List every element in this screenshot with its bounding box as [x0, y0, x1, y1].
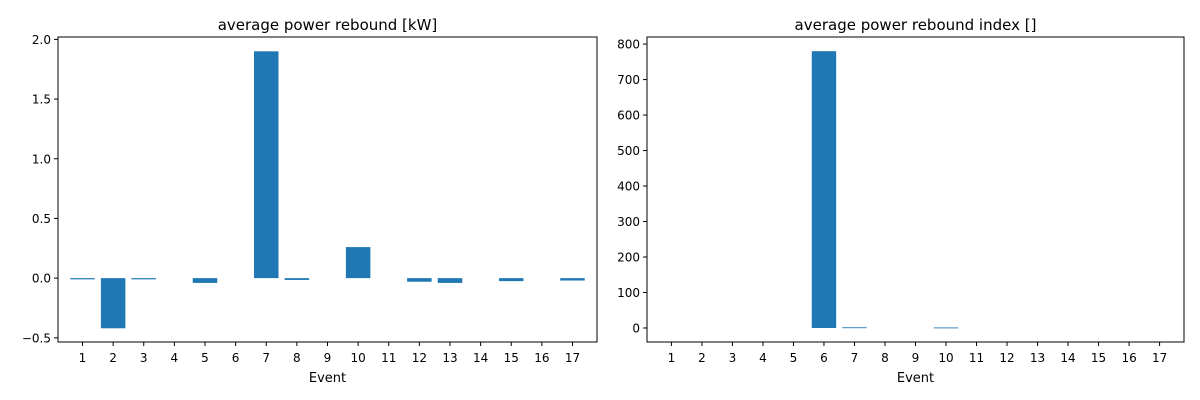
y-tick-label: 1.0	[32, 152, 51, 166]
x-tick-label: 16	[1121, 351, 1136, 365]
y-tick-label: 100	[617, 286, 640, 300]
x-tick-label: 7	[262, 351, 270, 365]
x-tick-label: 3	[140, 351, 148, 365]
x-tick-label: 14	[1060, 351, 1075, 365]
x-tick-label: 15	[504, 351, 519, 365]
x-tick-label: 17	[1152, 351, 1167, 365]
bar-17	[560, 278, 585, 281]
bar-10	[933, 327, 959, 329]
x-tick-label: 9	[912, 351, 920, 365]
y-tick-label: 0.5	[32, 212, 51, 226]
y-tick-label: 1.5	[32, 93, 51, 107]
x-axis: 1 2 3 4 5 6 7 8 9 10 11 12 13 14 15 16 17	[668, 342, 1167, 365]
x-tick-label: 6	[232, 351, 240, 365]
x-axis-label: Event	[897, 371, 934, 386]
x-tick-label: 5	[201, 351, 209, 365]
x-tick-label: 10	[350, 351, 365, 365]
x-tick-label: 13	[1030, 351, 1045, 365]
x-axis: 1 2 3 4 5 6 7 8 9 10 11 12 13 14 15 16 17	[79, 342, 580, 365]
bars	[70, 51, 585, 329]
x-axis-label: Event	[309, 371, 346, 386]
chart-title: average power rebound index []	[795, 16, 1037, 34]
bar-12	[407, 278, 432, 282]
x-tick-label: 7	[851, 351, 859, 365]
x-tick-label: 1	[79, 351, 87, 365]
x-tick-label: 15	[1091, 351, 1106, 365]
y-tick-label: 300	[617, 215, 640, 229]
bar-13	[437, 278, 463, 283]
y-tick-label: 400	[617, 180, 640, 194]
x-tick-label: 12	[412, 351, 427, 365]
x-tick-label: 9	[324, 351, 332, 365]
bar-2	[100, 278, 126, 329]
x-tick-label: 16	[534, 351, 549, 365]
bar-5	[192, 278, 218, 283]
x-tick-label: 17	[565, 351, 580, 365]
chart-title: average power rebound [kW]	[218, 16, 438, 34]
bar-10	[345, 247, 371, 279]
bar-15	[499, 278, 524, 282]
bar-8	[284, 278, 310, 280]
x-tick-label: 14	[473, 351, 488, 365]
y-tick-label: 700	[617, 73, 640, 87]
bars	[811, 51, 959, 329]
x-tick-label: 3	[729, 351, 737, 365]
x-tick-label: 10	[938, 351, 953, 365]
y-tick-label: 500	[617, 144, 640, 158]
x-tick-label: 8	[881, 351, 889, 365]
x-tick-label: 13	[442, 351, 457, 365]
bar-7	[842, 327, 867, 329]
y-tick-label: 800	[617, 38, 640, 52]
y-tick-label: 600	[617, 109, 640, 123]
x-tick-label: 2	[109, 351, 117, 365]
bar-3	[131, 278, 156, 280]
bar-7	[254, 51, 279, 279]
x-tick-label: 1	[668, 351, 676, 365]
y-tick-label: 0	[632, 321, 640, 335]
x-tick-label: 11	[381, 351, 396, 365]
bar-6	[811, 51, 837, 328]
y-axis: 0 100 200 300 400 500 600 700 800	[617, 38, 647, 335]
y-axis: −0.5 0.0 0.5 1.0 1.5 2.0	[22, 33, 58, 345]
y-tick-label: 200	[617, 251, 640, 265]
x-tick-label: 2	[698, 351, 706, 365]
x-tick-label: 4	[759, 351, 767, 365]
x-tick-label: 8	[293, 351, 301, 365]
y-tick-label: 0.0	[32, 272, 51, 286]
y-tick-label: 2.0	[32, 33, 51, 47]
x-tick-label: 4	[171, 351, 179, 365]
x-tick-label: 12	[999, 351, 1014, 365]
x-tick-label: 5	[790, 351, 798, 365]
x-tick-label: 11	[969, 351, 984, 365]
x-tick-label: 6	[820, 351, 828, 365]
bar-1	[70, 278, 95, 280]
y-tick-label: −0.5	[22, 331, 51, 345]
